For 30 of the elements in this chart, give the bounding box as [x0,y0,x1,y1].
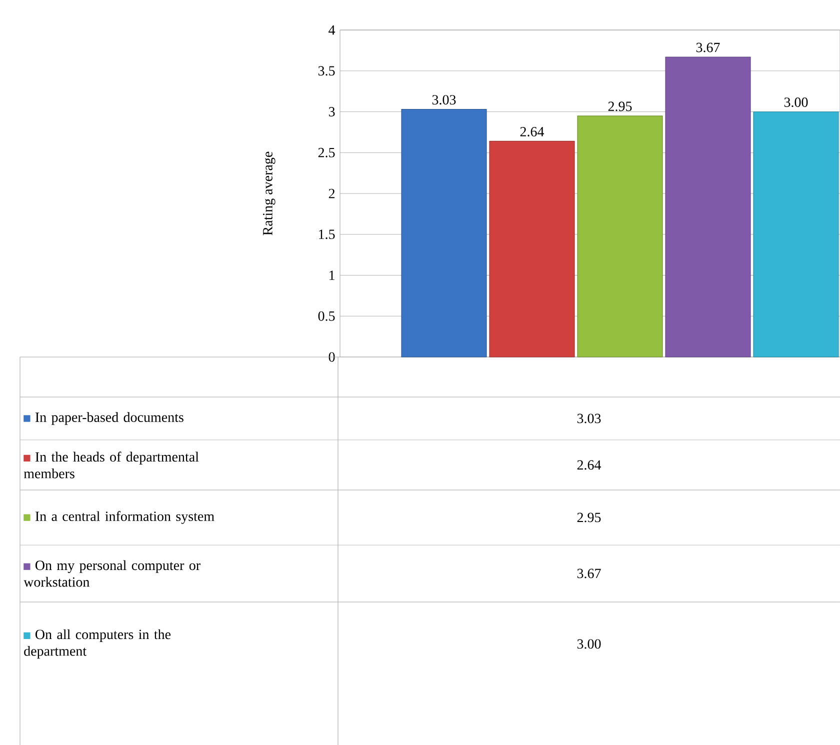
legend-label: In the heads of departmental members [24,452,199,478]
text: 2.95 [577,512,601,522]
text: 3.03 [577,414,601,424]
y-tick-label: 1 [330,270,334,280]
y-tick-label: 3 [328,107,335,116]
legend-label: On all computers in the department [24,629,171,659]
data-label: 3.00 [784,98,808,108]
y-tick-label: 3.5 [318,66,335,76]
legend-label: On my personal computer or workstation [24,560,200,587]
y-axis-title: Rating average [263,152,276,236]
y-tick-label: 1.5 [319,230,335,240]
y-tick-label: 2 [328,188,335,198]
text: 3.67 [577,568,601,578]
text: 2.64 [577,460,602,470]
data-label: 3.03 [432,95,456,105]
data-label: 3.67 [696,42,720,52]
bar [401,109,487,358]
y-tick-label: 2.5 [318,148,335,158]
legend-label: In paper-based documents [35,412,184,425]
legend-label: In a central information system [35,511,214,524]
data-label: 2.95 [608,102,632,112]
y-tick-label: 4 [328,25,336,35]
bar [665,56,751,358]
bar [753,111,839,358]
bar [489,140,575,358]
text: 3.00 [577,639,601,649]
y-tick-label: 0 [328,352,335,362]
bar [577,116,663,358]
y-tick-label: 0.5 [318,311,335,321]
data-label: 2.64 [520,127,544,136]
